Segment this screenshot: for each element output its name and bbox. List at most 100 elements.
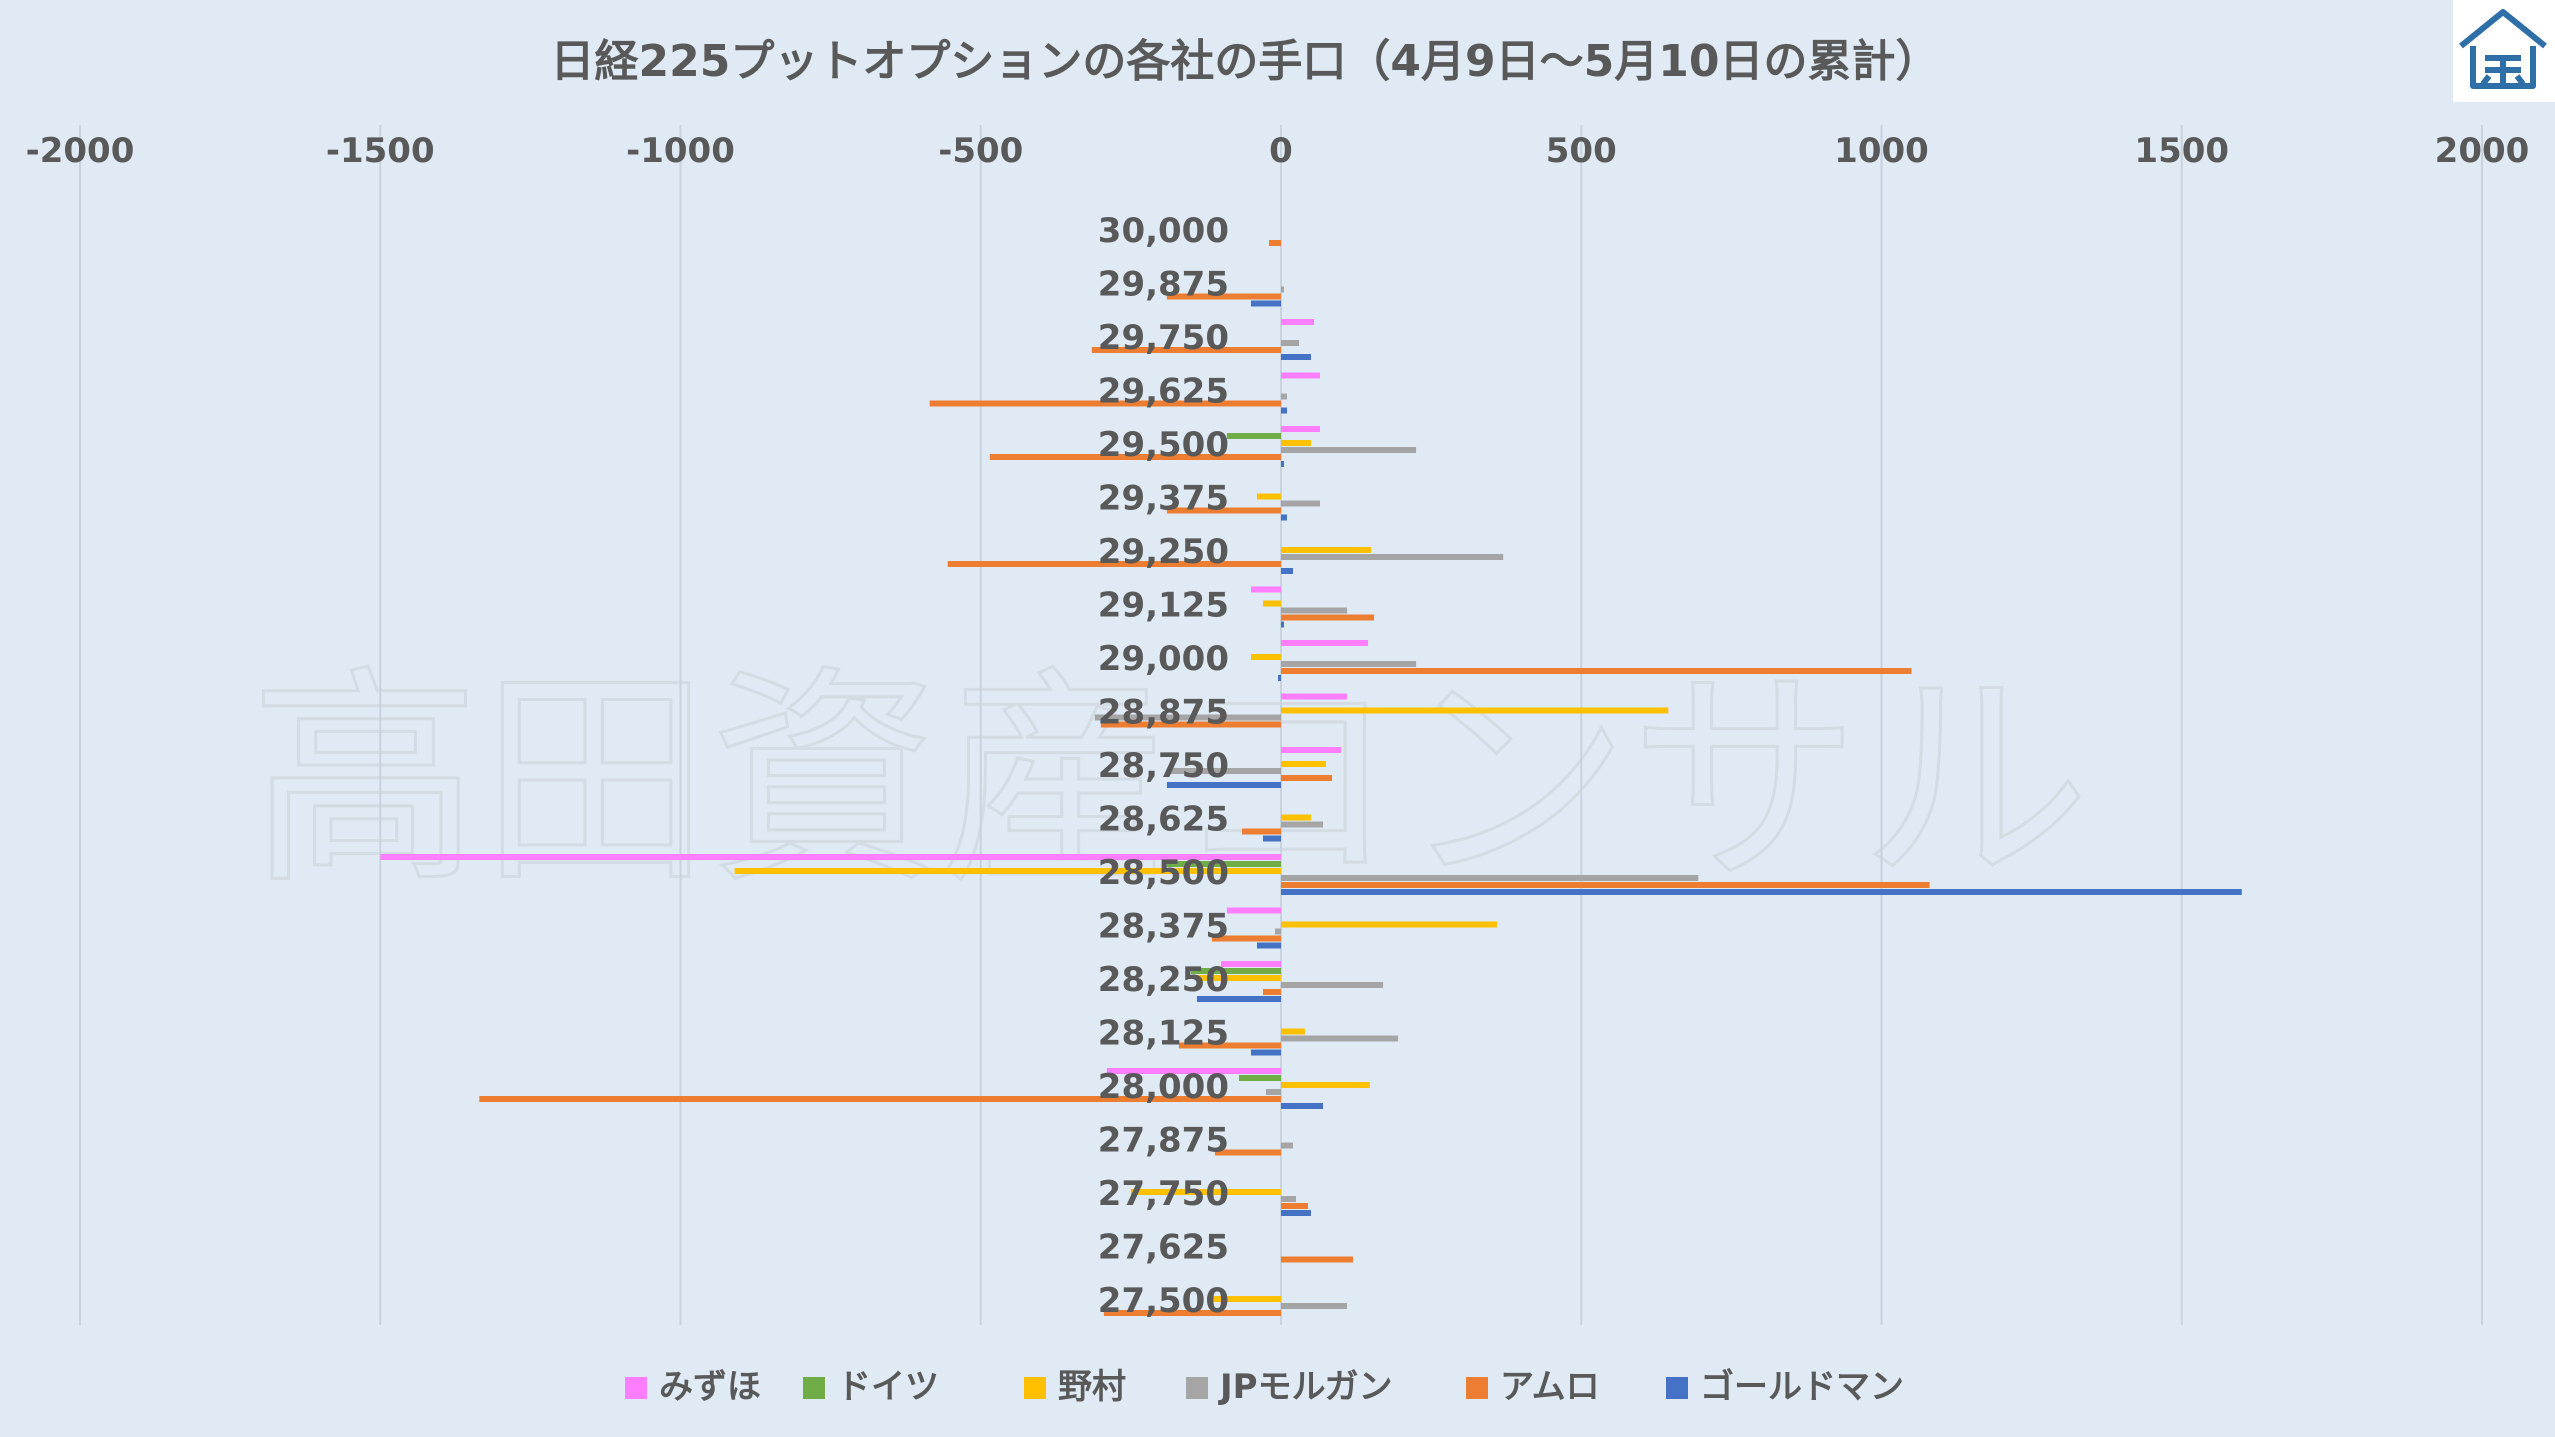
legend-swatch [1666,1377,1688,1399]
legend-label: ドイツ [837,1367,939,1407]
bar [1130,1189,1281,1195]
bar [1281,372,1321,379]
category-label: 28,250 [1098,960,1229,1000]
x-tick-label: 1500 [2134,131,2229,171]
bar [929,400,1281,407]
bar [1166,782,1281,788]
legend-label: 野村 [1058,1367,1126,1407]
bar [1281,1203,1309,1209]
bar [1265,1089,1281,1095]
bar [1226,907,1281,914]
category-label: 29,125 [1098,586,1229,626]
category-label: 28,625 [1098,800,1229,840]
bar [1262,835,1281,842]
category-label: 29,375 [1098,479,1229,519]
x-tick-label: 2000 [2435,131,2530,171]
bar [1196,996,1281,1002]
category-labels: 30,000 29,875 29,750 29,625 29,500 29,375 29,2… [1098,211,1229,1321]
legend-label: ゴールドマン [1700,1367,1904,1407]
legend-label: みずほ [659,1367,761,1407]
bar [1281,554,1504,560]
category-label: 28,000 [1098,1067,1229,1107]
category-label: 27,500 [1098,1281,1229,1321]
x-tick-label: 0 [1269,131,1293,171]
bar [1238,1075,1281,1081]
legend-swatch [1186,1377,1208,1399]
bar [1106,1068,1281,1074]
bar [1277,675,1281,681]
bar [1281,514,1288,521]
x-tick-label: 1000 [1834,131,1929,171]
bar [1281,640,1369,646]
bar [1281,500,1321,507]
bar [1281,440,1312,446]
bar [1281,875,1699,881]
bars-group [380,240,2242,1316]
bar [1281,668,1912,674]
x-tick-label: -500 [938,131,1023,171]
bar [1190,968,1281,974]
bar [1281,707,1669,714]
category-label: 28,500 [1098,853,1229,893]
bar [1281,1210,1312,1216]
bar [1211,935,1281,942]
bar [1281,889,2242,895]
bar [1281,693,1348,700]
bar [1281,607,1348,614]
bar [1281,982,1384,988]
category-label: 28,750 [1098,746,1229,786]
bar [1166,293,1281,300]
bar [734,868,1281,874]
category-label: 29,750 [1098,318,1229,358]
bar [947,561,1281,567]
bar [1256,493,1281,500]
category-label: 27,625 [1098,1228,1229,1268]
bar [1281,614,1375,621]
bar [1241,828,1281,835]
bar [1281,761,1327,767]
chart-title: 日経225プットオプションの各社の手口（4月9日～5月10日の累計） [551,36,1940,87]
bar [1103,1310,1281,1316]
bar [1281,568,1294,574]
category-label: 27,875 [1098,1121,1229,1161]
bar [1196,975,1281,981]
bar [1281,747,1342,753]
bar [1262,600,1281,607]
bar [1281,1142,1294,1149]
bar [1178,1042,1281,1049]
bar [1262,989,1281,995]
category-label: 29,625 [1098,372,1229,412]
category-label: 28,125 [1098,1014,1229,1054]
bar [380,854,1281,860]
category-label: 29,000 [1098,639,1229,679]
bar [1281,354,1312,360]
bar [1281,882,1930,888]
bar [1268,240,1281,246]
bar [1166,507,1281,514]
bar [1281,661,1417,667]
bar [1281,407,1288,414]
bar [1166,768,1281,774]
bar [1281,1082,1370,1088]
bar [1281,393,1288,400]
bar [1281,814,1312,821]
bar [1281,286,1285,293]
bar [989,454,1281,460]
bar [1281,1103,1324,1109]
bar [1281,775,1333,781]
x-tick-label: -1500 [326,131,435,171]
legend-swatch [803,1377,825,1399]
bar [1094,714,1281,721]
bar [1220,961,1281,967]
bar [1281,921,1498,928]
category-label: 29,250 [1098,532,1229,572]
bar [1281,1303,1348,1309]
bar [1281,447,1417,453]
category-label: 27,750 [1098,1174,1229,1214]
bar [1250,300,1281,307]
legend-label: JPモルガン [1218,1367,1393,1407]
bar [1281,426,1321,432]
bar [1281,1196,1297,1202]
